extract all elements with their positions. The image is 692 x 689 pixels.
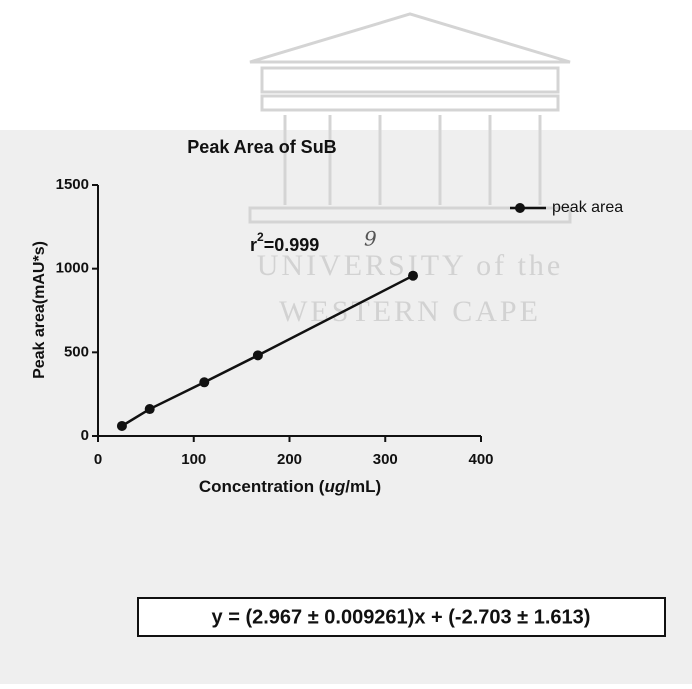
y-tick-label: 500 <box>64 343 89 360</box>
x-label-part: Concentration ( <box>199 477 325 496</box>
y-tick-label: 0 <box>81 427 89 444</box>
legend-label: peak area <box>552 199 623 216</box>
r2-part: =0.999 <box>264 235 320 255</box>
x-tick-label: 100 <box>181 451 206 468</box>
x-tick-label: 0 <box>94 451 102 468</box>
data-point <box>117 421 127 431</box>
x-axis-label: Concentration (ug/mL) <box>199 477 381 496</box>
y-tick-label: 1500 <box>56 176 89 193</box>
chart: UNIVERSITY of the WESTERN CAPE Peak Area… <box>0 0 692 684</box>
r2-part: r <box>250 235 257 255</box>
x-tick-label: 200 <box>277 451 302 468</box>
x-label-part: /mL) <box>345 477 381 496</box>
equation: y = (2.967 ± 0.009261)x + (-2.703 ± 1.61… <box>212 606 591 628</box>
chart-title: Peak Area of SuB <box>187 137 336 157</box>
data-point <box>145 404 155 414</box>
data-point <box>199 377 209 387</box>
x-label-part: ug <box>324 477 345 496</box>
data-point <box>253 350 263 360</box>
legend-marker <box>515 203 525 213</box>
x-tick-label: 400 <box>468 451 493 468</box>
x-tick-label: 300 <box>373 451 398 468</box>
y-tick-label: 1000 <box>56 260 89 277</box>
data-point <box>408 271 418 281</box>
handwritten-digit: 9 <box>364 227 377 251</box>
y-axis-label: Peak area(mAU*s) <box>31 241 48 379</box>
